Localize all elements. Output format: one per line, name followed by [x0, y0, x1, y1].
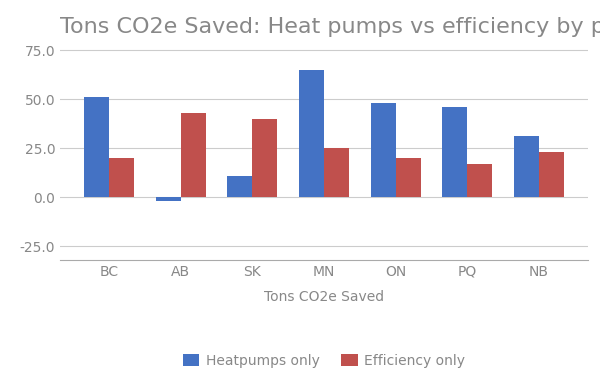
- Bar: [109, 158, 134, 197]
- Bar: [395, 158, 421, 197]
- Bar: [227, 175, 253, 197]
- Bar: [253, 119, 277, 197]
- Bar: [155, 197, 181, 201]
- Bar: [84, 97, 109, 197]
- X-axis label: Tons CO2e Saved: Tons CO2e Saved: [264, 290, 384, 304]
- Bar: [181, 113, 206, 197]
- Bar: [371, 103, 395, 197]
- Bar: [299, 70, 324, 197]
- Bar: [467, 164, 493, 197]
- Legend: Heatpumps only, Efficiency only: Heatpumps only, Efficiency only: [177, 348, 471, 371]
- Bar: [442, 107, 467, 197]
- Bar: [514, 137, 539, 197]
- Text: Tons CO2e Saved: Heat pumps vs efficiency by province: Tons CO2e Saved: Heat pumps vs efficienc…: [60, 17, 600, 37]
- Bar: [324, 148, 349, 197]
- Bar: [539, 152, 564, 197]
